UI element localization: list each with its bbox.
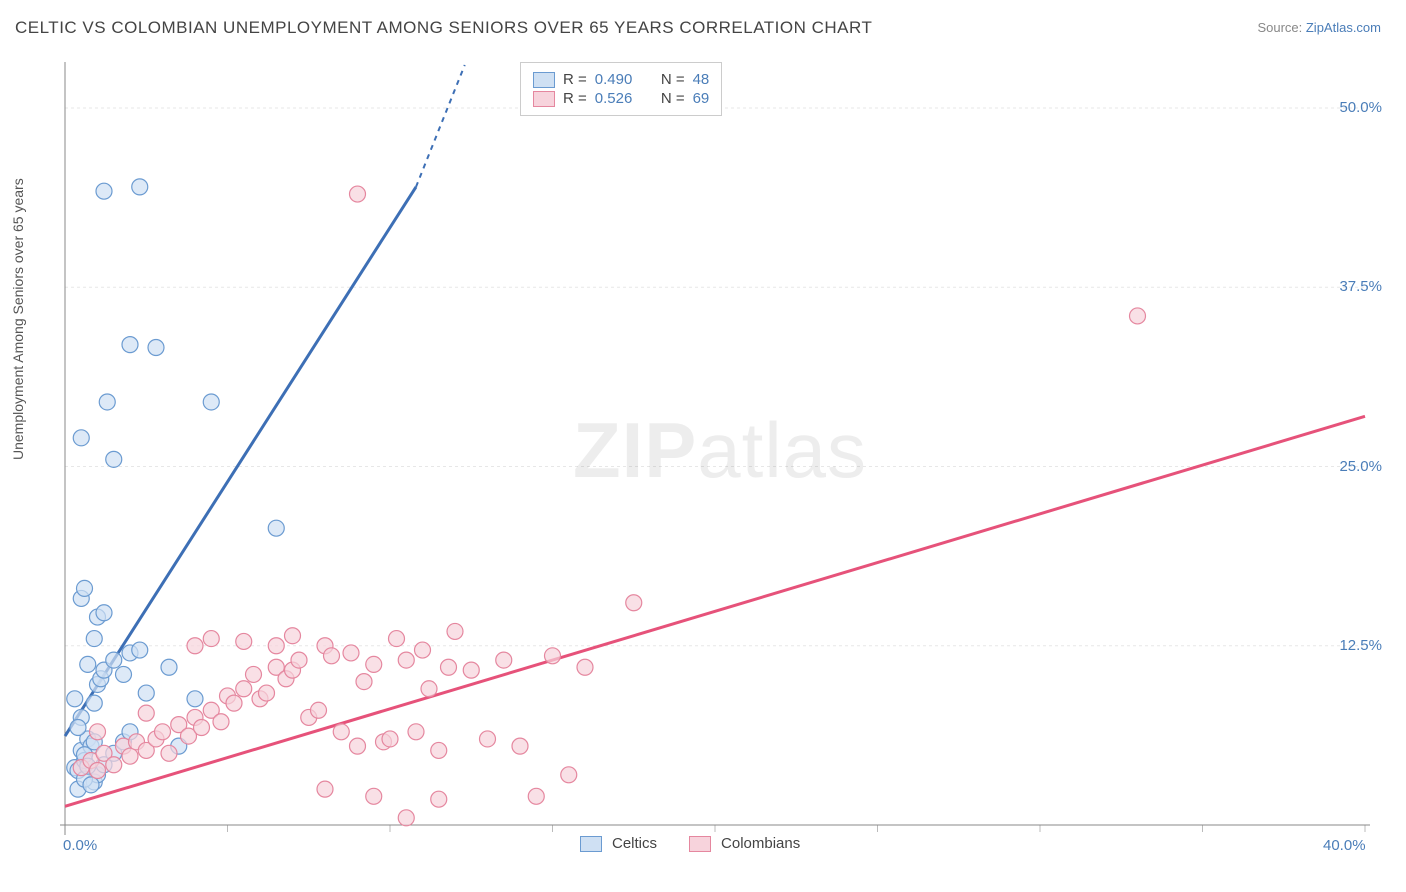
legend-swatch	[689, 836, 711, 852]
source-attribution: Source: ZipAtlas.com	[1257, 20, 1381, 35]
legend-r-value: 0.490	[595, 71, 633, 88]
correlation-legend: R = 0.490 N = 48R = 0.526 N = 69	[520, 62, 722, 116]
y-axis-label: Unemployment Among Seniors over 65 years	[10, 178, 26, 460]
legend-r-label: R =	[563, 71, 587, 88]
legend-series-label: Colombians	[721, 835, 800, 852]
x-tick-label: 40.0%	[1323, 837, 1366, 854]
legend-row: R = 0.490 N = 48	[533, 71, 709, 88]
legend-n-value: 69	[693, 90, 710, 107]
x-tick-label: 0.0%	[63, 837, 97, 854]
y-tick-label: 25.0%	[1339, 458, 1382, 475]
legend-series-label: Celtics	[612, 835, 657, 852]
legend-n-label: N =	[661, 90, 685, 107]
source-link[interactable]: ZipAtlas.com	[1306, 20, 1381, 35]
legend-swatch	[580, 836, 602, 852]
legend-n-value: 48	[693, 71, 710, 88]
legend-r-label: R =	[563, 90, 587, 107]
y-tick-label: 50.0%	[1339, 99, 1382, 116]
legend-row: R = 0.526 N = 69	[533, 90, 709, 107]
y-tick-label: 37.5%	[1339, 278, 1382, 295]
legend-n-label: N =	[661, 71, 685, 88]
chart-area: ZIPatlas R = 0.490 N = 48R = 0.526 N = 6…	[50, 55, 1390, 855]
scatter-chart	[50, 55, 1390, 855]
legend-swatch	[533, 91, 555, 107]
chart-container: CELTIC VS COLOMBIAN UNEMPLOYMENT AMONG S…	[0, 0, 1406, 892]
legend-swatch	[533, 72, 555, 88]
chart-title: CELTIC VS COLOMBIAN UNEMPLOYMENT AMONG S…	[15, 18, 872, 38]
legend-r-value: 0.526	[595, 90, 633, 107]
y-tick-label: 12.5%	[1339, 637, 1382, 654]
series-legend: Celtics Colombians	[580, 835, 822, 852]
source-prefix: Source:	[1257, 20, 1305, 35]
